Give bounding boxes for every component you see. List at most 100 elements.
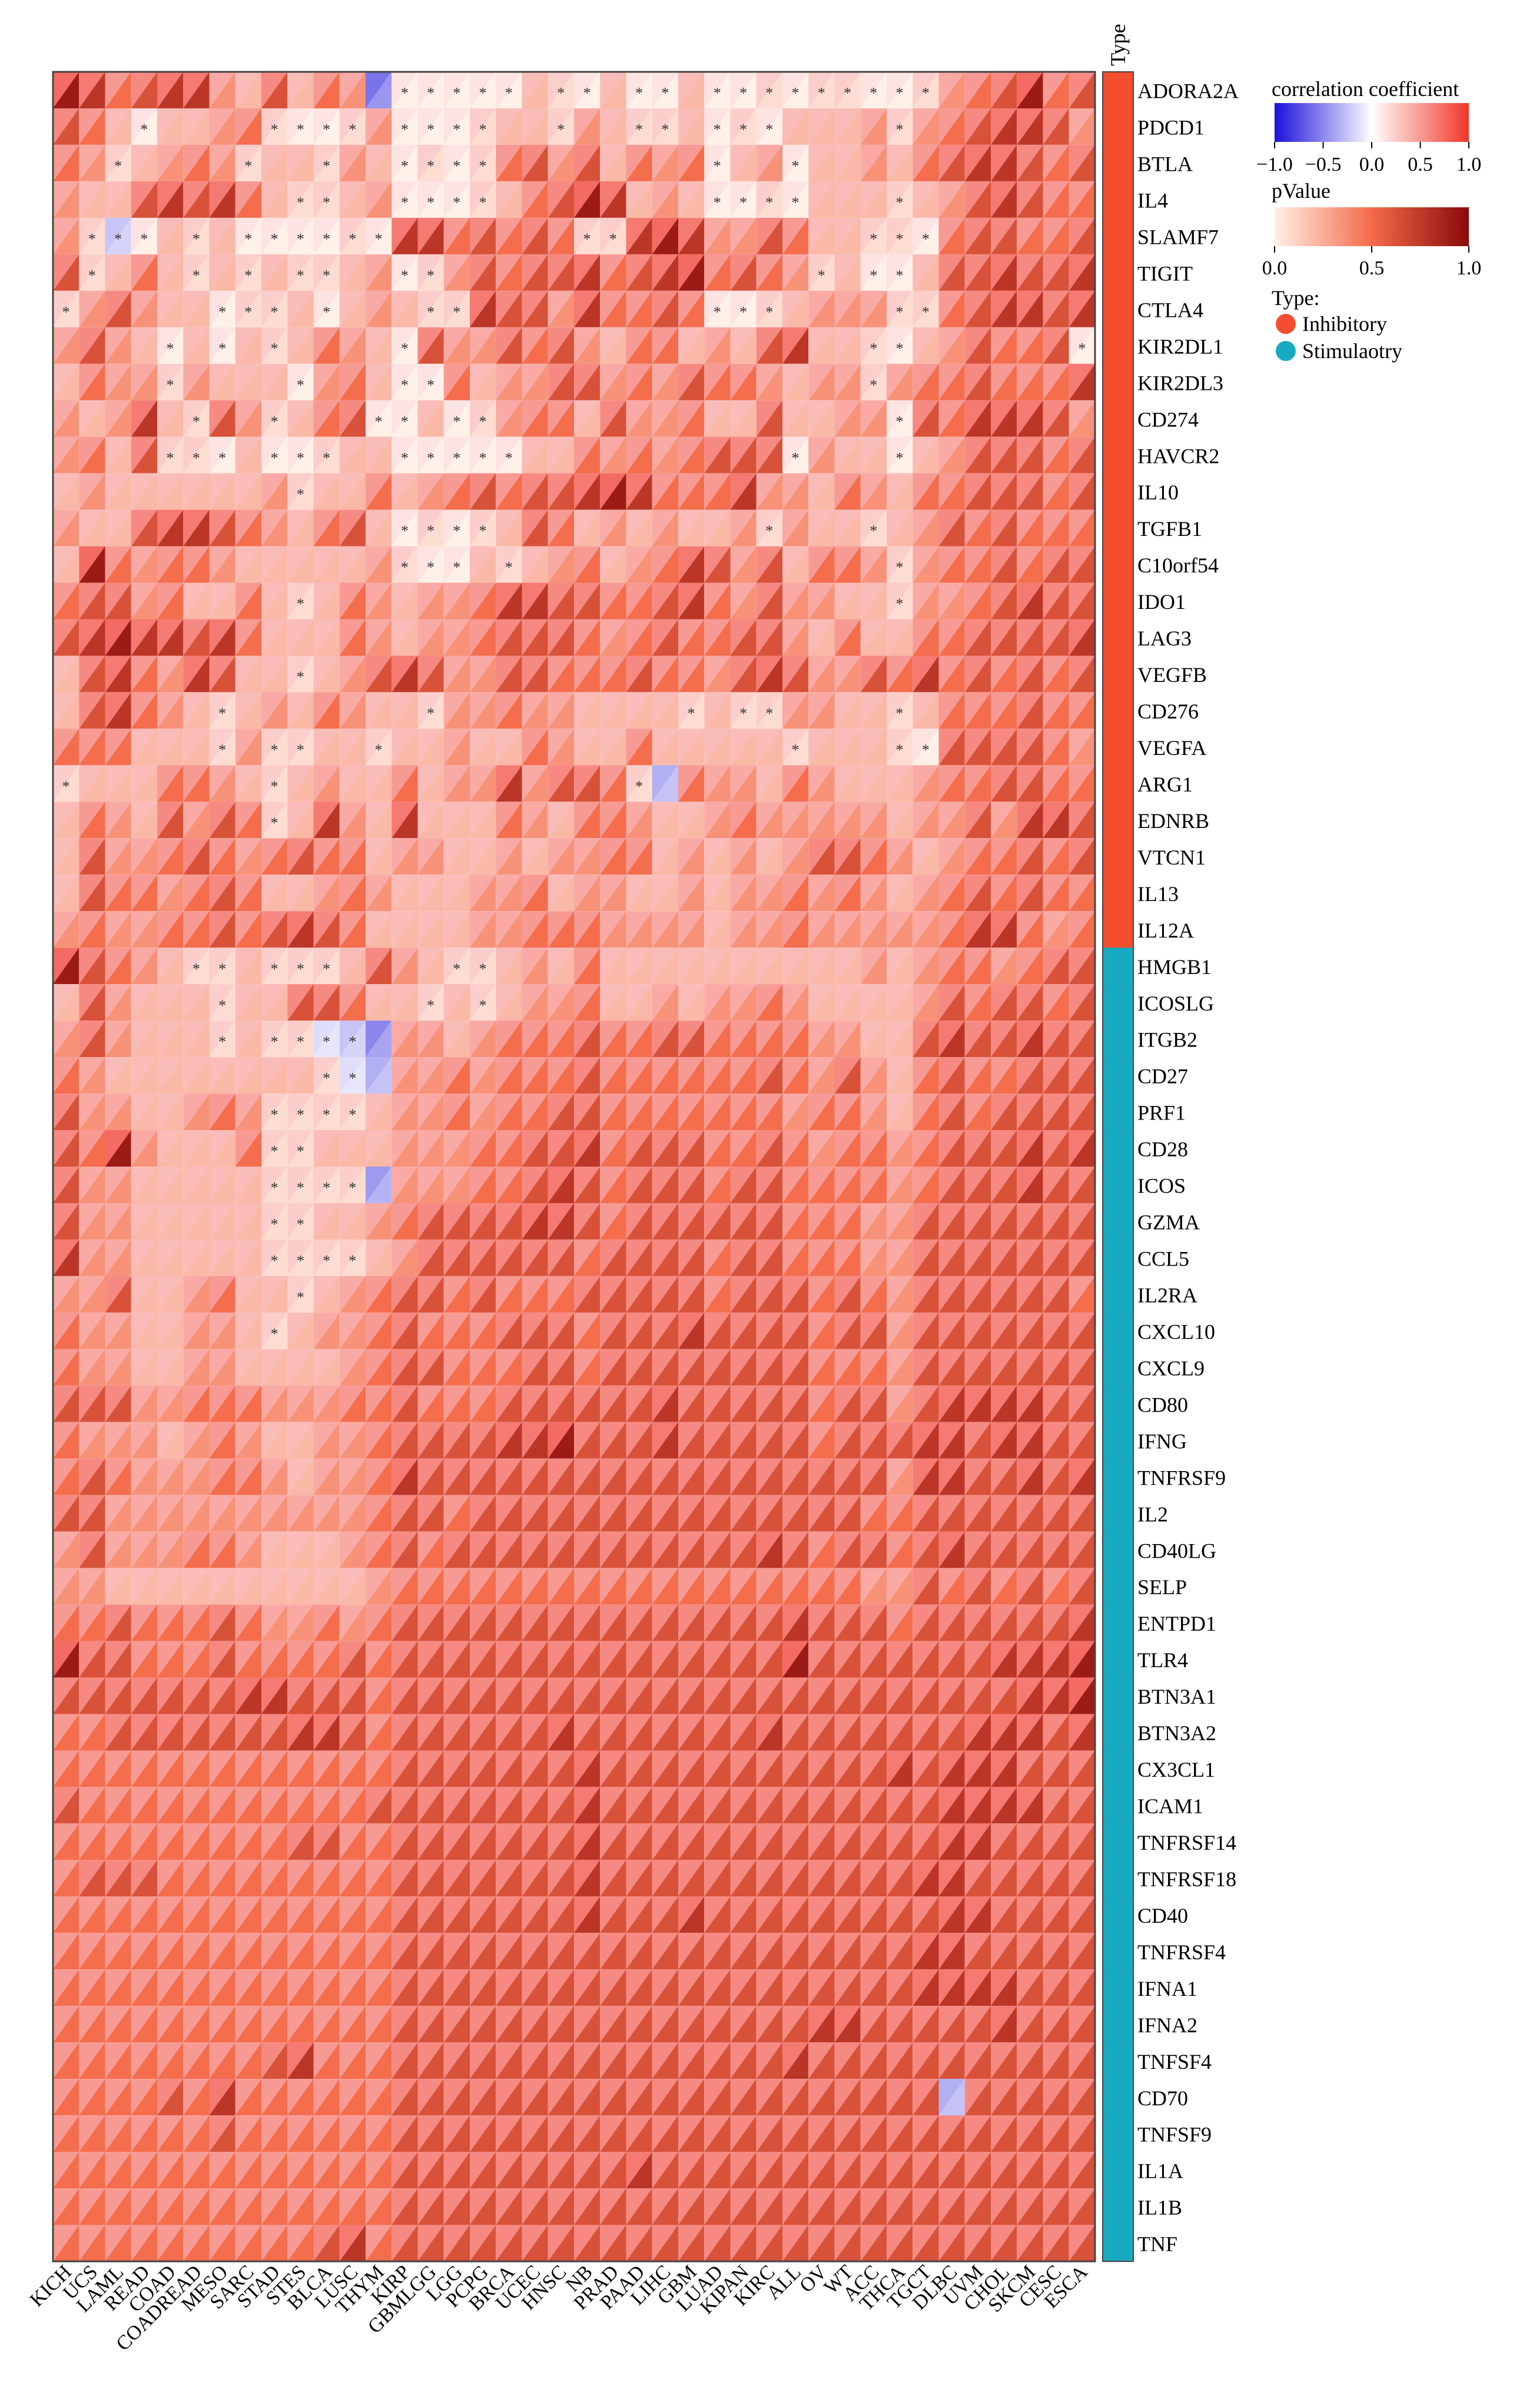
cell-cor-triangle xyxy=(183,2225,210,2261)
cell-pvalue-triangle xyxy=(652,619,678,656)
cell-cor-triangle xyxy=(79,1057,105,1094)
cell-cor-triangle xyxy=(808,72,835,108)
cell-pvalue-triangle xyxy=(183,619,210,656)
cell-cor-triangle xyxy=(1043,2079,1069,2116)
cell-pvalue-triangle xyxy=(417,290,444,327)
cell-cor-triangle xyxy=(235,254,261,291)
cell-pvalue-triangle xyxy=(626,217,652,254)
cell-pvalue-triangle xyxy=(443,473,470,510)
cell-pvalue-triangle xyxy=(131,509,157,546)
cell-pvalue-triangle xyxy=(1069,1677,1095,1714)
cell-pvalue-triangle xyxy=(808,765,835,802)
cell-cor-triangle xyxy=(79,655,105,693)
cell-cor-triangle xyxy=(417,1933,444,1970)
cell-pvalue-triangle xyxy=(548,436,574,473)
cell-pvalue-triangle xyxy=(834,2152,861,2189)
cell-pvalue-triangle xyxy=(522,1969,548,2006)
cell-pvalue-triangle xyxy=(261,181,288,218)
cell-pvalue-triangle xyxy=(105,327,131,364)
cell-pvalue-triangle xyxy=(105,1823,131,1860)
cell-pvalue-triangle xyxy=(209,911,235,948)
cell-pvalue-triangle xyxy=(626,619,652,656)
cell-pvalue-triangle xyxy=(287,948,314,985)
cell-cor-triangle xyxy=(782,1167,809,1203)
cell-cor-triangle xyxy=(1043,1458,1069,1495)
cell-pvalue-triangle xyxy=(860,2225,887,2261)
cell-pvalue-triangle xyxy=(548,801,574,839)
cell-cor-triangle xyxy=(443,1677,470,1714)
cell-cor-triangle xyxy=(183,473,210,510)
cell-pvalue-triangle xyxy=(1069,290,1095,327)
cell-pvalue-triangle xyxy=(105,2079,131,2116)
cell-pvalue-triangle xyxy=(79,1750,105,1787)
cell-pvalue-triangle xyxy=(808,144,835,181)
cell-cor-triangle xyxy=(366,1787,392,1824)
cell-cor-triangle xyxy=(157,1677,184,1714)
cell-cor-triangle xyxy=(860,1057,887,1094)
cell-pvalue-triangle xyxy=(391,1057,418,1094)
cell-cor-triangle xyxy=(522,984,548,1021)
cell-cor-triangle xyxy=(1043,1239,1069,1276)
cell-pvalue-triangle xyxy=(991,1933,1017,1970)
cell-pvalue-triangle xyxy=(209,2152,235,2189)
cell-pvalue-triangle xyxy=(339,473,366,510)
cell-pvalue-triangle xyxy=(626,2115,652,2152)
cell-pvalue-triangle xyxy=(600,1568,626,1605)
cell-cor-triangle xyxy=(887,801,913,839)
cell-cor-triangle xyxy=(496,765,522,802)
cell-pvalue-triangle xyxy=(964,436,991,473)
cell-cor-triangle xyxy=(339,655,366,693)
cell-cor-triangle xyxy=(339,1531,366,1568)
cell-pvalue-triangle xyxy=(1017,327,1043,364)
cell-pvalue-triangle xyxy=(131,1057,157,1094)
cell-cor-triangle xyxy=(548,765,574,802)
cell-pvalue-triangle xyxy=(1043,1422,1069,1459)
cell-pvalue-triangle xyxy=(183,290,210,327)
cell-cor-triangle xyxy=(287,1094,314,1131)
cell-pvalue-triangle xyxy=(991,509,1017,546)
cell-cor-triangle xyxy=(522,2079,548,2116)
cell-pvalue-triangle xyxy=(391,2115,418,2152)
cell-pvalue-triangle xyxy=(443,1714,470,1751)
cell-cor-triangle xyxy=(261,1057,288,1094)
cell-cor-triangle xyxy=(678,728,705,766)
cell-pvalue-triangle xyxy=(991,728,1017,766)
cell-cor-triangle xyxy=(287,1203,314,1240)
cell-cor-triangle xyxy=(183,728,210,766)
cell-pvalue-triangle xyxy=(704,2225,731,2261)
cell-pvalue-triangle xyxy=(313,1021,340,1058)
cell-pvalue-triangle xyxy=(313,1458,340,1495)
cell-pvalue-triangle xyxy=(79,1969,105,2006)
cell-cor-triangle xyxy=(730,1312,756,1349)
significance-star: * xyxy=(661,85,669,102)
cell-pvalue-triangle xyxy=(938,1568,965,1605)
cell-pvalue-triangle xyxy=(339,1385,366,1422)
cell-pvalue-triangle xyxy=(1017,1641,1043,1678)
cell-cor-triangle xyxy=(443,1021,470,1058)
significance-star: * xyxy=(453,413,460,430)
cell-cor-triangle xyxy=(131,948,157,985)
cell-pvalue-triangle xyxy=(860,72,887,108)
cell-cor-triangle xyxy=(1069,1458,1095,1495)
cell-pvalue-triangle xyxy=(391,473,418,510)
cell-pvalue-triangle xyxy=(313,327,340,364)
cell-cor-triangle xyxy=(287,692,314,729)
cell-pvalue-triangle xyxy=(704,1057,731,1094)
cell-pvalue-triangle xyxy=(313,1094,340,1131)
cell-pvalue-triangle xyxy=(131,801,157,839)
cell-pvalue-triangle xyxy=(887,108,913,145)
cell-pvalue-triangle xyxy=(1043,217,1069,254)
cell-cor-triangle xyxy=(261,1458,288,1495)
significance-star: * xyxy=(271,1216,278,1233)
cell-pvalue-triangle xyxy=(391,984,418,1021)
cell-pvalue-triangle xyxy=(53,1750,79,1787)
cell-pvalue-triangle xyxy=(287,1057,314,1094)
cell-pvalue-triangle xyxy=(417,144,444,181)
significance-star: * xyxy=(297,668,304,685)
cell-pvalue-triangle xyxy=(443,509,470,546)
cell-cor-triangle xyxy=(522,2225,548,2261)
cell-pvalue-triangle xyxy=(756,254,782,291)
cell-pvalue-triangle xyxy=(496,1312,522,1349)
cell-pvalue-triangle xyxy=(964,72,991,108)
cell-cor-triangle xyxy=(991,2006,1017,2043)
